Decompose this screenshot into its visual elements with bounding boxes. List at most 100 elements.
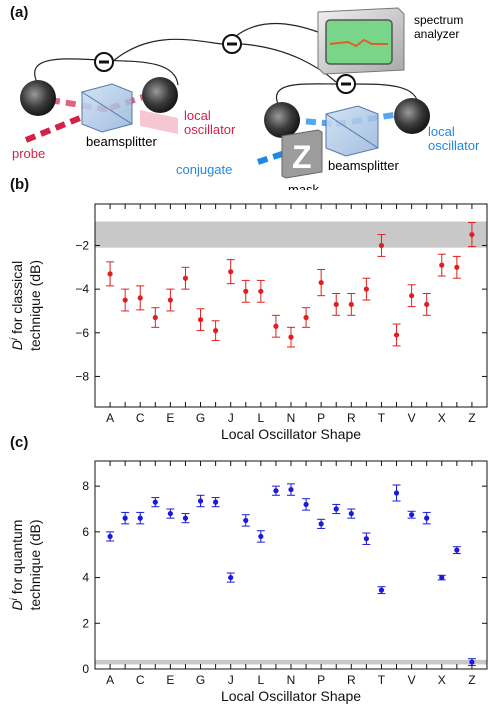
- data-point: [318, 279, 324, 286]
- data-point: [213, 499, 219, 505]
- beamsplitter-cube-right: [325, 105, 379, 157]
- x-tick-label: V: [408, 673, 416, 687]
- data-point: [454, 264, 460, 270]
- y-axis-label-line1: Di for quantum: [9, 520, 26, 611]
- beamsplitter-cube-left: [81, 83, 133, 133]
- detector-right-b: [394, 98, 430, 134]
- data-point: [424, 515, 430, 521]
- data-point: [469, 659, 475, 665]
- data-point: [363, 286, 369, 292]
- minus-circle-left: [94, 52, 114, 72]
- x-tick-label: R: [347, 673, 356, 687]
- x-tick-label: J: [228, 411, 234, 425]
- data-point: [228, 269, 234, 275]
- data-point: [167, 510, 173, 517]
- x-tick-label: A: [106, 411, 114, 425]
- y-axis-label: Di for classical technique (dB): [9, 260, 44, 351]
- x-tick-label: R: [347, 411, 356, 425]
- data-point: [363, 536, 369, 542]
- data-point: [333, 506, 339, 512]
- beamsplitter-right-label: beamsplitter: [328, 158, 399, 173]
- x-tick-label: G: [196, 411, 205, 425]
- data-point: [303, 501, 309, 508]
- data-point: [152, 314, 158, 321]
- y-axis-label-line1: Di for classical: [9, 261, 26, 350]
- y-tick-label: 2: [82, 616, 89, 630]
- lo-right-label-line2: oscillator: [428, 138, 480, 153]
- data-point: [243, 517, 249, 524]
- shaded-band: [95, 659, 487, 665]
- lo-right-label-line1: local: [428, 124, 455, 139]
- wire-center-right: [241, 43, 337, 83]
- wire-to-analyzer: [235, 22, 319, 37]
- y-tick-label: −6: [75, 326, 89, 340]
- data-point: [258, 533, 264, 540]
- x-tick-label: X: [438, 411, 446, 425]
- data-point: [243, 288, 249, 294]
- data-point: [152, 499, 158, 505]
- data-point: [318, 521, 324, 527]
- x-tick-label: T: [378, 673, 386, 687]
- x-tick-label: L: [258, 411, 265, 425]
- data-point: [182, 275, 189, 281]
- data-point: [409, 293, 415, 299]
- x-tick-label: T: [378, 411, 386, 425]
- panel-label-a: (a): [10, 4, 29, 21]
- data-point: [273, 323, 279, 329]
- data-point: [393, 490, 400, 496]
- detector-left-b: [142, 77, 178, 113]
- data-point: [228, 574, 234, 581]
- x-tick-label: J: [228, 673, 234, 687]
- data-point: [378, 242, 385, 249]
- data-point: [182, 515, 189, 521]
- minus-circle-right: [336, 74, 356, 94]
- data-point: [439, 574, 445, 581]
- x-tick-label: G: [196, 673, 205, 687]
- y-tick-label: 4: [82, 571, 89, 585]
- x-tick-label: E: [166, 411, 174, 425]
- y-axis-label-line2: technique (dB): [27, 260, 43, 351]
- y-tick-label: −2: [75, 238, 89, 252]
- x-tick-label: N: [287, 673, 296, 687]
- x-tick-label: C: [136, 673, 145, 687]
- data-point: [197, 317, 204, 323]
- y-tick-label: −8: [75, 369, 89, 383]
- data-point: [409, 512, 415, 518]
- data-point: [439, 262, 445, 268]
- data-point: [137, 515, 143, 521]
- y-axis-label: Di for quantum technique (dB): [9, 519, 44, 610]
- data-point: [273, 488, 279, 494]
- probe-label: probe: [12, 146, 45, 161]
- y-tick-label: 8: [82, 479, 89, 493]
- panel-label-c: (c): [10, 434, 29, 451]
- minus-circle-center: [222, 34, 242, 54]
- data-point: [167, 297, 173, 303]
- data-point: [107, 271, 113, 277]
- data-point: [454, 547, 460, 553]
- x-tick-label: N: [287, 411, 296, 425]
- experiment-diagram: spectrum analyzer probe beamsplitter loc…: [12, 7, 480, 190]
- data-point: [288, 486, 294, 493]
- y-tick-label: 6: [82, 525, 89, 539]
- quantum-chart: 0 2 4 6 8 A C E G J L N P R T V X Z Local Oscillator Shape…: [9, 460, 488, 704]
- wire-to-center-minus: [111, 38, 223, 63]
- classical-chart: −8 −6 −4 −2 A C E G J L N P R T V X Z Local Oscillator Sh…: [9, 203, 488, 442]
- y-tick-label: 0: [82, 662, 89, 676]
- x-tick-label: C: [136, 411, 145, 425]
- data-point: [258, 288, 264, 294]
- x-tick-label: L: [258, 673, 265, 687]
- y-tick-label: −4: [75, 282, 89, 296]
- spectrum-analyzer-icon: [317, 7, 405, 75]
- x-tick-label: X: [438, 673, 446, 687]
- x-tick-label: V: [408, 411, 416, 425]
- beamsplitter-left-label: beamsplitter: [86, 134, 157, 149]
- data-point: [303, 314, 309, 321]
- analyzer-label-line2: analyzer: [414, 27, 459, 41]
- data-point: [424, 301, 430, 308]
- data-point: [469, 231, 475, 238]
- x-tick-label: Z: [468, 411, 475, 425]
- x-tick-label: P: [317, 673, 325, 687]
- data-point: [107, 533, 113, 540]
- data-point: [333, 301, 339, 308]
- detector-right-a: [264, 102, 300, 138]
